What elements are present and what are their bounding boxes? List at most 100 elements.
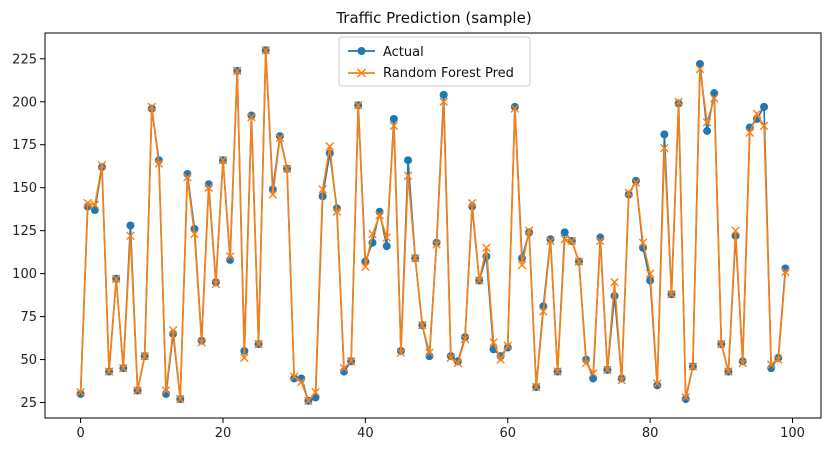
data-point-actual <box>439 90 448 99</box>
plot-frame <box>44 32 822 419</box>
data-point-prediction <box>674 97 683 107</box>
data-point-actual <box>660 130 669 139</box>
data-point-prediction <box>225 252 235 261</box>
data-point-prediction <box>645 269 655 278</box>
data-point-prediction <box>119 363 128 373</box>
data-point-actual <box>126 221 135 230</box>
data-point-prediction <box>588 369 598 378</box>
data-point-prediction <box>168 326 178 335</box>
data-point-actual <box>560 228 569 237</box>
data-point-prediction <box>667 289 676 299</box>
data-point-prediction <box>240 353 249 363</box>
data-point-prediction <box>567 236 577 246</box>
data-point-prediction <box>204 183 214 192</box>
data-point-prediction <box>496 355 505 364</box>
data-point-prediction <box>681 393 691 402</box>
data-point-actual <box>510 102 519 111</box>
data-point-prediction <box>560 234 570 244</box>
data-point-prediction <box>731 226 740 235</box>
data-point-prediction <box>183 173 192 182</box>
data-point-prediction <box>154 159 164 168</box>
data-point-actual <box>389 114 398 123</box>
data-point-prediction <box>531 382 541 392</box>
legend: Actual Random Forest Pred <box>338 36 531 87</box>
data-point-prediction <box>254 339 263 349</box>
data-point-prediction <box>311 387 320 397</box>
data-point-prediction <box>289 372 299 382</box>
data-point-prediction <box>539 307 548 316</box>
data-point-prediction <box>474 276 484 285</box>
data-point-prediction <box>418 320 427 330</box>
data-point-prediction <box>660 143 669 153</box>
data-point-actual <box>90 206 99 215</box>
data-point-prediction <box>97 161 107 170</box>
data-point-prediction <box>510 104 520 113</box>
data-point-prediction <box>332 207 342 217</box>
data-point-prediction <box>346 356 356 366</box>
data-point-prediction <box>752 109 762 119</box>
data-point-prediction <box>353 100 363 110</box>
data-point-prediction <box>83 198 93 208</box>
data-point-prediction <box>261 45 270 55</box>
data-point-prediction <box>610 277 619 287</box>
data-point-prediction <box>738 358 747 368</box>
data-point-prediction <box>631 178 641 187</box>
data-point-prediction <box>175 394 185 404</box>
data-point-actual <box>653 381 662 390</box>
data-point-prediction <box>603 365 612 375</box>
data-point-prediction <box>375 210 384 220</box>
x-tick-label: 100 <box>780 426 805 441</box>
data-point-prediction <box>325 142 335 151</box>
data-point-prediction <box>553 367 562 376</box>
data-point-prediction <box>617 375 626 385</box>
data-point-prediction <box>282 164 292 174</box>
data-point-prediction <box>232 66 242 76</box>
data-point-actual <box>760 102 769 111</box>
data-point-actual <box>695 59 704 68</box>
data-point-prediction <box>489 338 498 347</box>
data-point-prediction <box>111 274 121 284</box>
data-point-actual <box>631 176 640 185</box>
data-point-prediction <box>389 121 399 131</box>
data-point-prediction <box>339 363 349 373</box>
data-point-actual <box>710 89 719 98</box>
data-point-prediction <box>318 185 327 194</box>
data-point-prediction <box>218 155 228 165</box>
x-tick-label: 20 <box>215 426 232 441</box>
data-point-prediction <box>368 229 377 239</box>
data-point-prediction <box>304 396 313 406</box>
data-point-prediction <box>403 171 413 180</box>
data-point-prediction <box>439 97 448 107</box>
plot-area <box>76 45 790 406</box>
legend-marker-actual <box>357 47 366 55</box>
y-tick-label: 125 <box>12 224 37 239</box>
data-point-prediction <box>652 379 662 388</box>
chart-title: Traffic Prediction (sample) <box>335 9 531 27</box>
data-point-actual <box>681 395 690 404</box>
data-point-prediction <box>702 118 712 127</box>
data-point-prediction <box>524 226 534 235</box>
y-tick-label: 100 <box>12 267 37 282</box>
data-point-prediction <box>517 260 527 270</box>
data-point-prediction <box>361 262 370 272</box>
data-point-prediction <box>581 358 591 368</box>
data-point-prediction <box>460 334 470 344</box>
legend-label-actual: Actual <box>383 45 424 60</box>
data-point-prediction <box>574 257 584 266</box>
legend-box <box>338 36 531 87</box>
data-point-prediction <box>211 279 221 289</box>
x-tick-label: 0 <box>76 426 84 441</box>
legend-label-pred: Random Forest Pred <box>383 66 514 81</box>
y-tick-label: 175 <box>12 138 37 153</box>
data-point-prediction <box>275 133 285 143</box>
data-point-prediction <box>126 231 135 241</box>
data-point-prediction <box>410 253 420 263</box>
data-point-prediction <box>596 236 605 246</box>
x-tick-label: 40 <box>357 426 374 441</box>
data-point-prediction <box>467 198 477 208</box>
x-tick-label: 60 <box>499 426 516 441</box>
data-point-actual <box>589 374 598 383</box>
y-tick-label: 75 <box>20 310 37 325</box>
data-point-prediction <box>190 229 199 239</box>
